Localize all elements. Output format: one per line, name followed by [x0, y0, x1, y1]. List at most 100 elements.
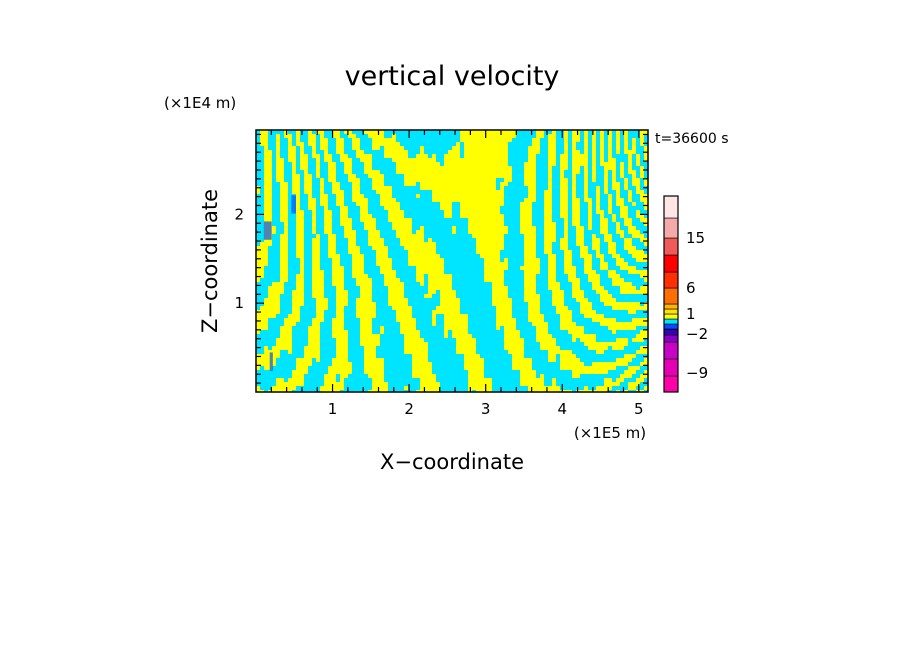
- updraft-cell: [548, 146, 556, 150]
- velocity-field: [256, 130, 648, 392]
- updraft-cell: [616, 338, 628, 342]
- updraft-cell: [544, 226, 556, 230]
- updraft-cell: [272, 386, 296, 390]
- updraft-cell: [264, 170, 272, 174]
- updraft-cell: [564, 218, 568, 222]
- updraft-cell: [544, 210, 552, 214]
- x-axis: 1 2 3 4 5: [270, 130, 644, 418]
- updraft-cell: [644, 146, 648, 150]
- updraft-cell: [300, 162, 308, 166]
- updraft-cell: [284, 318, 300, 322]
- updraft-cell: [604, 178, 608, 182]
- updraft-cell: [564, 142, 568, 146]
- updraft-cell: [260, 142, 268, 146]
- updraft-cell: [580, 338, 596, 342]
- updraft-cell: [432, 194, 504, 198]
- updraft-cell: [384, 278, 400, 282]
- colorbar: 15 6 1 −2 −9: [663, 195, 708, 393]
- updraft-cell: [360, 206, 368, 210]
- updraft-cell: [280, 334, 292, 338]
- updraft-cell: [560, 186, 568, 190]
- updraft-cell: [544, 230, 556, 234]
- updraft-cell: [584, 186, 588, 190]
- updraft-cell: [396, 230, 412, 234]
- updraft-cell: [280, 234, 288, 238]
- updraft-cell: [308, 202, 316, 206]
- x-tick-label: 5: [634, 400, 644, 418]
- updraft-cell: [288, 158, 296, 162]
- updraft-cell: [512, 362, 532, 366]
- updraft-cell: [284, 222, 288, 226]
- updraft-cell: [336, 346, 348, 350]
- updraft-cell: [320, 178, 324, 182]
- colorbar-segment: [663, 341, 679, 360]
- updraft-cell: [468, 382, 492, 386]
- updraft-cell: [616, 194, 620, 198]
- updraft-cell: [384, 150, 408, 154]
- updraft-cell: [292, 174, 300, 178]
- colorbar-segment: [663, 303, 679, 310]
- updraft-cell: [304, 170, 308, 174]
- updraft-cell: [404, 350, 428, 354]
- updraft-cell: [352, 262, 364, 266]
- updraft-cell: [620, 214, 628, 218]
- updraft-cell: [332, 318, 344, 322]
- updraft-cell: [296, 238, 304, 242]
- updraft-cell: [292, 306, 300, 310]
- updraft-cell: [276, 338, 292, 342]
- updraft-cell: [312, 226, 316, 230]
- updraft-cell: [624, 238, 632, 242]
- updraft-cell: [396, 162, 440, 166]
- updraft-cell: [544, 234, 556, 238]
- updraft-cell: [544, 242, 552, 246]
- updraft-cell: [544, 198, 552, 202]
- updraft-cell: [296, 138, 300, 142]
- updraft-cell: [400, 330, 420, 334]
- updraft-cell: [276, 174, 284, 178]
- updraft-cell: [616, 202, 624, 206]
- updraft-cell: [404, 334, 420, 338]
- updraft-cell: [600, 222, 608, 226]
- updraft-cell: [352, 274, 368, 278]
- updraft-cell: [292, 374, 304, 378]
- updraft-cell: [368, 374, 384, 378]
- updraft-cell: [572, 174, 576, 178]
- updraft-cell: [392, 222, 412, 226]
- updraft-cell: [324, 374, 336, 378]
- updraft-cell: [284, 322, 296, 326]
- updraft-cell: [636, 390, 644, 392]
- updraft-cell: [324, 210, 332, 214]
- updraft-cell: [632, 178, 640, 182]
- updraft-cell: [604, 174, 608, 178]
- updraft-cell: [328, 250, 336, 254]
- updraft-cell: [364, 358, 384, 362]
- updraft-cell: [544, 202, 552, 206]
- updraft-cell: [324, 222, 332, 226]
- updraft-cell: [296, 230, 304, 234]
- updraft-cell: [608, 274, 620, 278]
- updraft-cell: [280, 242, 288, 246]
- updraft-cell: [592, 146, 596, 150]
- updraft-cell: [524, 294, 540, 298]
- updraft-cell: [532, 138, 540, 142]
- updraft-cell: [520, 210, 532, 214]
- updraft-cell: [376, 254, 388, 258]
- updraft-cell: [336, 142, 344, 146]
- updraft-cell: [588, 222, 592, 226]
- updraft-cell: [336, 302, 348, 306]
- updraft-cell: [496, 318, 516, 322]
- updraft-cell: [564, 226, 568, 230]
- updraft-cell: [348, 246, 360, 250]
- updraft-cell: [644, 278, 648, 282]
- updraft-cell: [268, 286, 284, 290]
- updraft-cell: [292, 310, 300, 314]
- updraft-cell: [256, 190, 260, 194]
- updraft-cell: [296, 242, 304, 246]
- updraft-cell: [584, 258, 592, 262]
- updraft-cell: [316, 162, 320, 166]
- updraft-cell: [592, 130, 596, 134]
- updraft-cell: [608, 206, 612, 210]
- updraft-cell: [276, 146, 280, 150]
- updraft-cell: [548, 274, 556, 278]
- updraft-cell: [464, 354, 480, 358]
